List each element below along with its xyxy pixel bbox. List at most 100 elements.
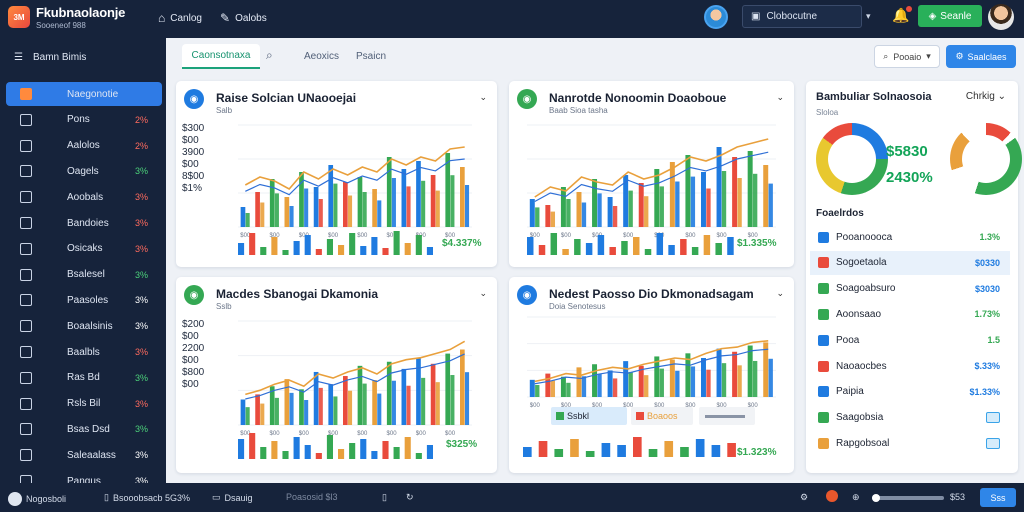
- bar: [592, 179, 598, 227]
- settings-icon[interactable]: ⚙: [800, 492, 809, 502]
- user-avatar[interactable]: [988, 4, 1014, 30]
- sidebar-item-value: 3%: [134, 321, 148, 332]
- sidebar-item[interactable]: Rsls Bil 3%: [6, 392, 162, 416]
- bar: [445, 153, 451, 227]
- legend-chip[interactable]: Boaoos: [631, 407, 693, 425]
- sidebar-item[interactable]: Saleaalass 3%: [6, 443, 162, 467]
- sidebar-item[interactable]: Ras Bd 3%: [6, 366, 162, 390]
- sidebar-item[interactable]: Aoobals 3%: [6, 185, 162, 209]
- summary-row[interactable]: Rapgobsoal: [810, 431, 1010, 455]
- refresh-icon[interactable]: ↻: [406, 492, 414, 502]
- mini-bar: [393, 447, 400, 459]
- mini-bar: [691, 247, 699, 255]
- status-item[interactable]: Poasosid $l3: [286, 492, 338, 502]
- bar: [752, 173, 758, 227]
- app-logo[interactable]: 3M: [8, 6, 30, 28]
- bar: [576, 192, 582, 227]
- sidebar-item[interactable]: Oagels 3%: [6, 159, 162, 183]
- chevron-down-icon[interactable]: ⌄: [776, 288, 784, 298]
- menu-icon: ☰: [14, 52, 23, 63]
- toggle-icon[interactable]: [986, 412, 1000, 424]
- nav-item-tools[interactable]: ✎ Oalobs: [220, 11, 267, 25]
- status-item[interactable]: ▯ Bsooobsacb 5G3%: [104, 492, 191, 503]
- bar: [460, 167, 465, 227]
- summary-row[interactable]: Pooanoooca 1.3%: [810, 225, 1010, 249]
- mini-bar: [415, 235, 422, 255]
- summary-row[interactable]: Aoonsaao 1.73%: [810, 302, 1010, 326]
- summary-row[interactable]: Soagoabsuro $3030: [810, 277, 1010, 301]
- summary-row[interactable]: Paipia $1.33%: [810, 380, 1010, 404]
- tab-item[interactable]: Aeoxics: [304, 51, 340, 62]
- bar: [706, 188, 711, 227]
- tick-label: $00: [270, 233, 281, 239]
- sidebar-item[interactable]: Osicaks 3%: [6, 237, 162, 261]
- sidebar-item-label: Oagels: [67, 165, 99, 177]
- sidebar-item[interactable]: Boaalsinis 3%: [6, 314, 162, 338]
- bar: [550, 380, 556, 397]
- filter-dropdown[interactable]: ⌕ Pooaio ▾: [874, 45, 940, 68]
- sidebar: ☰ Bamn Bimis Naegonotie Pons 2% Aalolos 2% Oa…: [0, 38, 166, 487]
- card-title: Nanrotde Nonoomin Doaoboue: [549, 91, 727, 105]
- mini-bar: [371, 237, 378, 255]
- mini-bar: [293, 437, 300, 459]
- sidebar-item[interactable]: Bsalesel 3%: [6, 263, 162, 287]
- record-icon[interactable]: [826, 490, 838, 502]
- clock-icon: [20, 139, 32, 152]
- legend-chip[interactable]: [699, 407, 755, 425]
- summary-panel: Bambuliar Solnaosoia Sloloa Chrkig ⌄ $58…: [806, 81, 1022, 473]
- sidebar-item[interactable]: Pons 2%: [6, 108, 162, 132]
- nav-item-home[interactable]: ⌂ Canlog: [158, 11, 202, 25]
- primary-button[interactable]: ⚙ Saalclaes: [946, 45, 1016, 68]
- chevron-down-icon[interactable]: ⌄: [776, 92, 784, 102]
- status-item[interactable]: ▭ Dsauig: [212, 492, 253, 503]
- toggle-icon[interactable]: [986, 437, 1000, 449]
- tick-label: $00: [445, 431, 456, 437]
- tick-label: $00: [530, 403, 541, 409]
- legend-line: [705, 415, 745, 418]
- mini-bar: [609, 247, 616, 255]
- summary-row[interactable]: Pooa 1.5: [810, 328, 1010, 352]
- account-dropdown[interactable]: ▣ Clobocutne: [742, 5, 862, 28]
- sidebar-item[interactable]: Paasoles 3%: [6, 288, 162, 312]
- bar: [318, 387, 323, 425]
- card-percent: $325%: [446, 439, 478, 450]
- tick-label: $00: [445, 233, 456, 239]
- sidebar-header[interactable]: ☰ Bamn Bimis: [14, 52, 87, 63]
- tab-active[interactable]: Caonsotnaxa: [182, 44, 260, 69]
- chevron-down-icon[interactable]: ▾: [866, 11, 871, 21]
- summary-row[interactable]: Naoaocbes $.33%: [810, 354, 1010, 378]
- chevron-down-icon[interactable]: ⌄: [479, 92, 487, 102]
- bar: [706, 369, 711, 397]
- summary-row[interactable]: Saagobsia: [810, 406, 1010, 430]
- sidebar-item[interactable]: Aalolos 2%: [6, 134, 162, 158]
- sidebar-item[interactable]: Bandoies 3%: [6, 211, 162, 235]
- tick-label: $00: [654, 403, 665, 409]
- sidebar-item[interactable]: Bsas Dsd 3%: [6, 417, 162, 441]
- tick-label: $00: [387, 233, 398, 239]
- sidebar-item[interactable]: Baalbls 3%: [6, 340, 162, 364]
- status-button[interactable]: Sss: [980, 488, 1016, 507]
- mini-bar: [426, 247, 433, 255]
- sidebar-item[interactable]: Naegonotie: [6, 82, 162, 106]
- chevron-down-icon[interactable]: ⌄: [479, 288, 487, 298]
- sidebar-item-label: Saleaalass: [67, 449, 116, 461]
- bar: [669, 162, 675, 227]
- search-icon[interactable]: ⌕: [266, 48, 273, 62]
- phone-icon[interactable]: ▯: [382, 492, 387, 502]
- panel-dropdown[interactable]: Chrkig ⌄: [965, 91, 1006, 102]
- summary-row-label: Saagobsia: [836, 412, 884, 424]
- play-icon[interactable]: ⊕: [852, 492, 860, 502]
- mini-bar: [554, 449, 564, 457]
- avatar[interactable]: [704, 5, 728, 29]
- bell-icon[interactable]: 🔔: [892, 6, 913, 24]
- cta-button[interactable]: ◈ Seanle: [918, 5, 982, 27]
- status-item[interactable]: Nogosboli: [8, 492, 66, 506]
- status-icon: [818, 257, 829, 269]
- volume-slider[interactable]: [872, 494, 944, 502]
- mini-bar: [249, 433, 256, 459]
- bar: [581, 202, 587, 227]
- summary-row[interactable]: Sogoetaola $0330: [810, 250, 1010, 275]
- tab-item[interactable]: Psaicn: [356, 51, 387, 62]
- legend-chip[interactable]: Ssbkl: [551, 407, 627, 425]
- tick-label: $00: [328, 233, 339, 239]
